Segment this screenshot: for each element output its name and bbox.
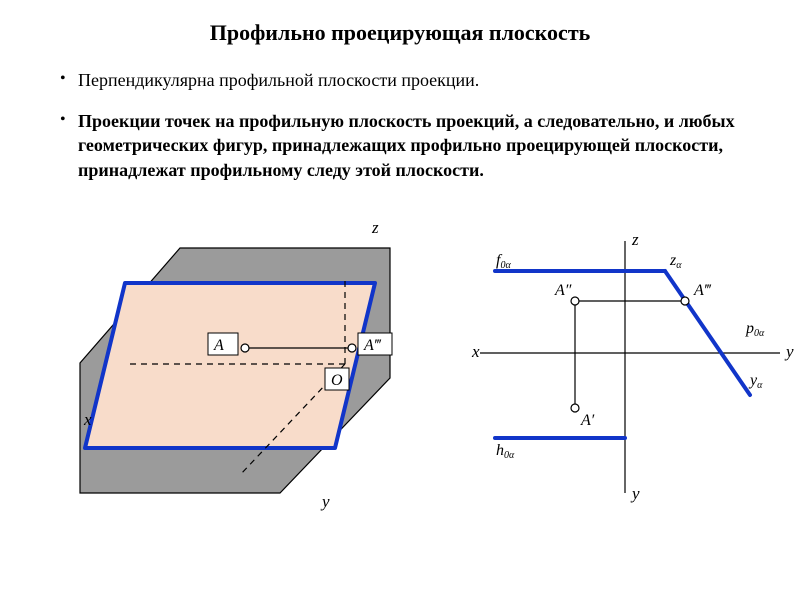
bullet-item: Проекции точек на профильную плоскость п… xyxy=(60,109,760,183)
svg-text:p0α: p0α xyxy=(745,320,765,339)
svg-text:A″: A″ xyxy=(554,282,572,299)
svg-text:f0α: f0α xyxy=(496,252,511,271)
svg-text:O: O xyxy=(331,372,343,389)
svg-text:y: y xyxy=(320,492,330,511)
svg-text:y: y xyxy=(630,484,640,503)
bullet-text-2: Проекции точек на профильную плоскость п… xyxy=(78,111,735,180)
page-title: Профильно проецирующая плоскость xyxy=(40,20,760,46)
svg-text:A′: A′ xyxy=(580,412,595,429)
svg-text:y: y xyxy=(784,342,794,361)
figures-area: AA‴Ozxy xyyzf0αh0αp0αzαyαA′A″A‴ xyxy=(40,198,760,518)
svg-text:x: x xyxy=(471,342,480,361)
bullet-list: Перпендикулярна профильной плоскости про… xyxy=(60,68,760,182)
svg-text:A‴: A‴ xyxy=(693,282,712,299)
svg-text:A‴: A‴ xyxy=(363,337,382,354)
bullet-text-1: Перпендикулярна профильной плоскости про… xyxy=(78,70,479,90)
svg-text:yα: yα xyxy=(748,372,763,391)
diagram-3d: A A‴ Oz x y xyxy=(70,203,430,513)
svg-text:h0α: h0α xyxy=(496,442,515,461)
svg-text:z: z xyxy=(631,230,639,249)
svg-text:x: x xyxy=(83,410,92,429)
diagram-2d: x y y z f0α h0α p0α zα yα A′ A″ A‴ xyxy=(470,223,800,503)
svg-text:zα: zα xyxy=(669,252,682,271)
bullet-item: Перпендикулярна профильной плоскости про… xyxy=(60,68,760,93)
svg-text:z: z xyxy=(371,218,379,237)
svg-text:A: A xyxy=(213,337,224,354)
